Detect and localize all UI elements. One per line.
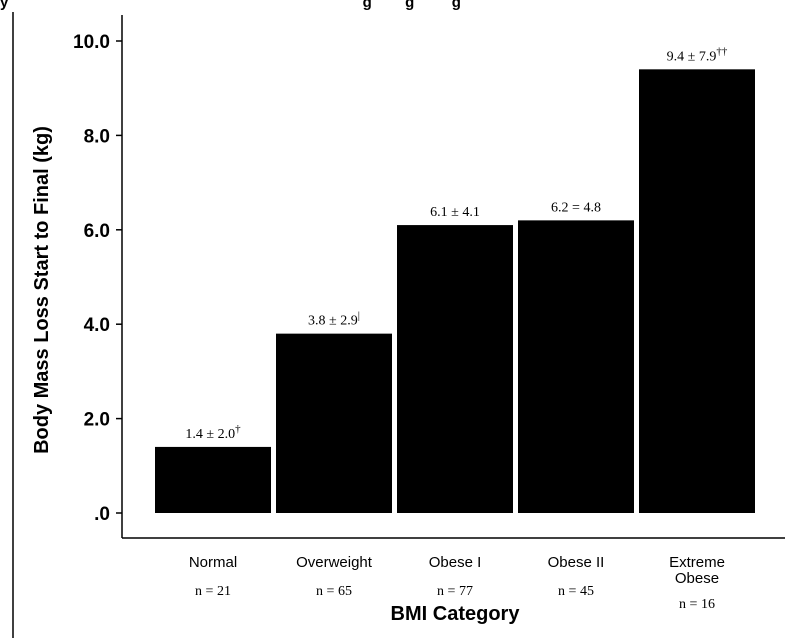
y-tick-label: 8.0 [84, 126, 110, 147]
significance-mark: | [358, 310, 360, 322]
bar-value-label: 3.8 ± 2.9| [308, 310, 360, 329]
bar [155, 446, 271, 513]
x-axis-title: BMI Category [391, 603, 521, 625]
y-tick-label: 6.0 [84, 221, 110, 242]
y-axis-ticks: .0 2.0 4.0 6.0 8.0 10.0 [73, 32, 122, 525]
sample-size-label: n = 16 [679, 597, 715, 612]
category-label: Obese I [429, 554, 482, 571]
y-tick-label: .0 [94, 504, 110, 525]
category-label: Obese II [548, 554, 605, 571]
category-label: Normal [189, 554, 237, 571]
category-labels: Normal n = 21 Overweight n = 65 Obese I n = 7… [189, 554, 725, 612]
bar [397, 225, 513, 513]
sample-size-label: n = 77 [437, 584, 473, 599]
significance-mark: †† [716, 45, 728, 57]
significance-mark: † [235, 423, 241, 435]
y-tick-label: 4.0 [84, 315, 110, 336]
sample-size-label: n = 45 [558, 584, 594, 599]
sample-size-label: n = 21 [195, 584, 231, 599]
bar-value-label: 9.4 ± 7.9†† [667, 45, 728, 64]
bar-value-text: 6.1 ± 4.1 [430, 205, 480, 220]
data-labels: 1.4 ± 2.0† 3.8 ± 2.9| 6.1 ± 4.1 6.2 = 4.8 9.… [185, 45, 727, 442]
y-tick-label: 10.0 [73, 32, 110, 53]
bar-value-text: 1.4 ± 2.0 [185, 427, 235, 442]
bars [155, 69, 755, 514]
sample-size-label: n = 65 [316, 584, 352, 599]
bar [518, 220, 634, 514]
bar [276, 333, 392, 513]
bar [639, 69, 755, 513]
cropped-top-text: y g g g [0, 0, 461, 11]
y-axis-title: Body Mass Loss Start to Final (kg) [31, 126, 53, 454]
bar-value-label: 6.1 ± 4.1 [430, 205, 480, 220]
y-tick-label: 2.0 [84, 410, 110, 431]
bar-value-text: 3.8 ± 2.9 [308, 314, 358, 329]
category-label: Extreme [669, 554, 725, 571]
bar-value-label: 1.4 ± 2.0† [185, 423, 241, 442]
bar-value-label: 6.2 = 4.8 [551, 200, 601, 215]
category-label: Obese [675, 570, 719, 587]
bar-value-text: 6.2 = 4.8 [551, 200, 601, 215]
bar-value-text: 9.4 ± 7.9 [667, 49, 717, 64]
category-label: Overweight [296, 554, 373, 571]
